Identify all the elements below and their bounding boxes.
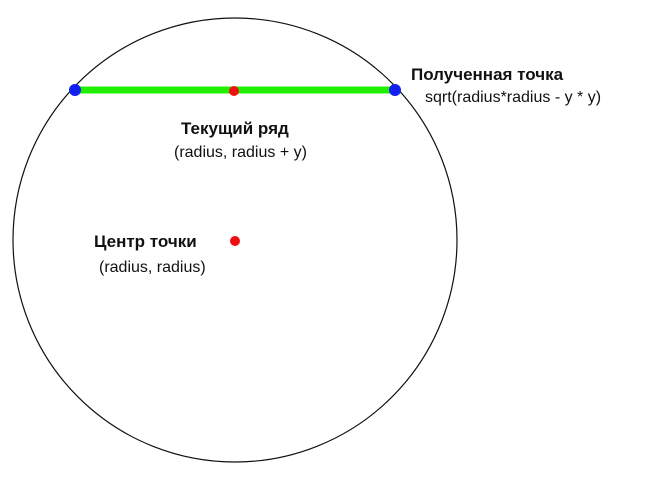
center-title: Центр точки bbox=[94, 232, 197, 251]
current-row-title: Текущий ряд bbox=[181, 119, 289, 138]
left-endpoint-dot bbox=[69, 84, 81, 96]
center-formula: (radius, radius) bbox=[99, 259, 206, 276]
row-center-dot bbox=[229, 86, 239, 96]
found-point-title: Полученная точка bbox=[411, 65, 564, 84]
circle-outline bbox=[12, 17, 458, 463]
current-row-formula: (radius, radius + y) bbox=[174, 144, 307, 161]
circle-center-dot bbox=[230, 236, 240, 246]
found-point-formula: sqrt(radius*radius - y * y) bbox=[425, 89, 601, 106]
right-endpoint-dot bbox=[389, 84, 401, 96]
